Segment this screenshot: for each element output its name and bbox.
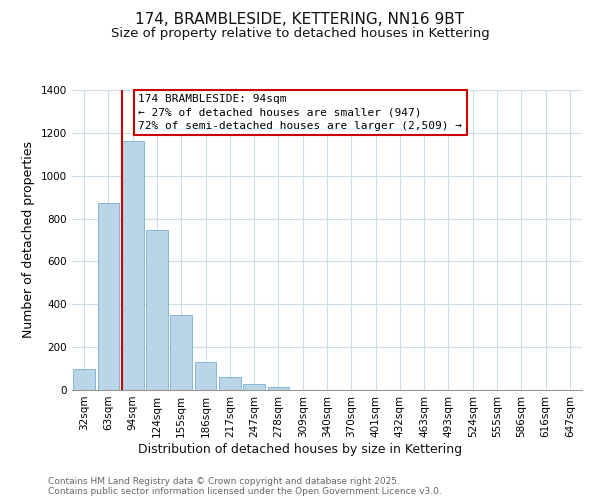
Bar: [146, 230, 168, 390]
Text: 174 BRAMBLESIDE: 94sqm
← 27% of detached houses are smaller (947)
72% of semi-de: 174 BRAMBLESIDE: 94sqm ← 27% of detached…: [139, 94, 463, 131]
Bar: [170, 315, 192, 390]
Text: Distribution of detached houses by size in Kettering: Distribution of detached houses by size …: [138, 442, 462, 456]
Text: Contains HM Land Registry data © Crown copyright and database right 2025.: Contains HM Land Registry data © Crown c…: [48, 478, 400, 486]
Text: 174, BRAMBLESIDE, KETTERING, NN16 9BT: 174, BRAMBLESIDE, KETTERING, NN16 9BT: [136, 12, 464, 28]
Bar: [73, 368, 95, 390]
Bar: [122, 142, 143, 390]
Bar: [268, 387, 289, 390]
Text: Size of property relative to detached houses in Kettering: Size of property relative to detached ho…: [110, 28, 490, 40]
Bar: [194, 362, 217, 390]
Bar: [97, 202, 119, 390]
Y-axis label: Number of detached properties: Number of detached properties: [22, 142, 35, 338]
Bar: [219, 377, 241, 390]
Bar: [243, 384, 265, 390]
Text: Contains public sector information licensed under the Open Government Licence v3: Contains public sector information licen…: [48, 488, 442, 496]
